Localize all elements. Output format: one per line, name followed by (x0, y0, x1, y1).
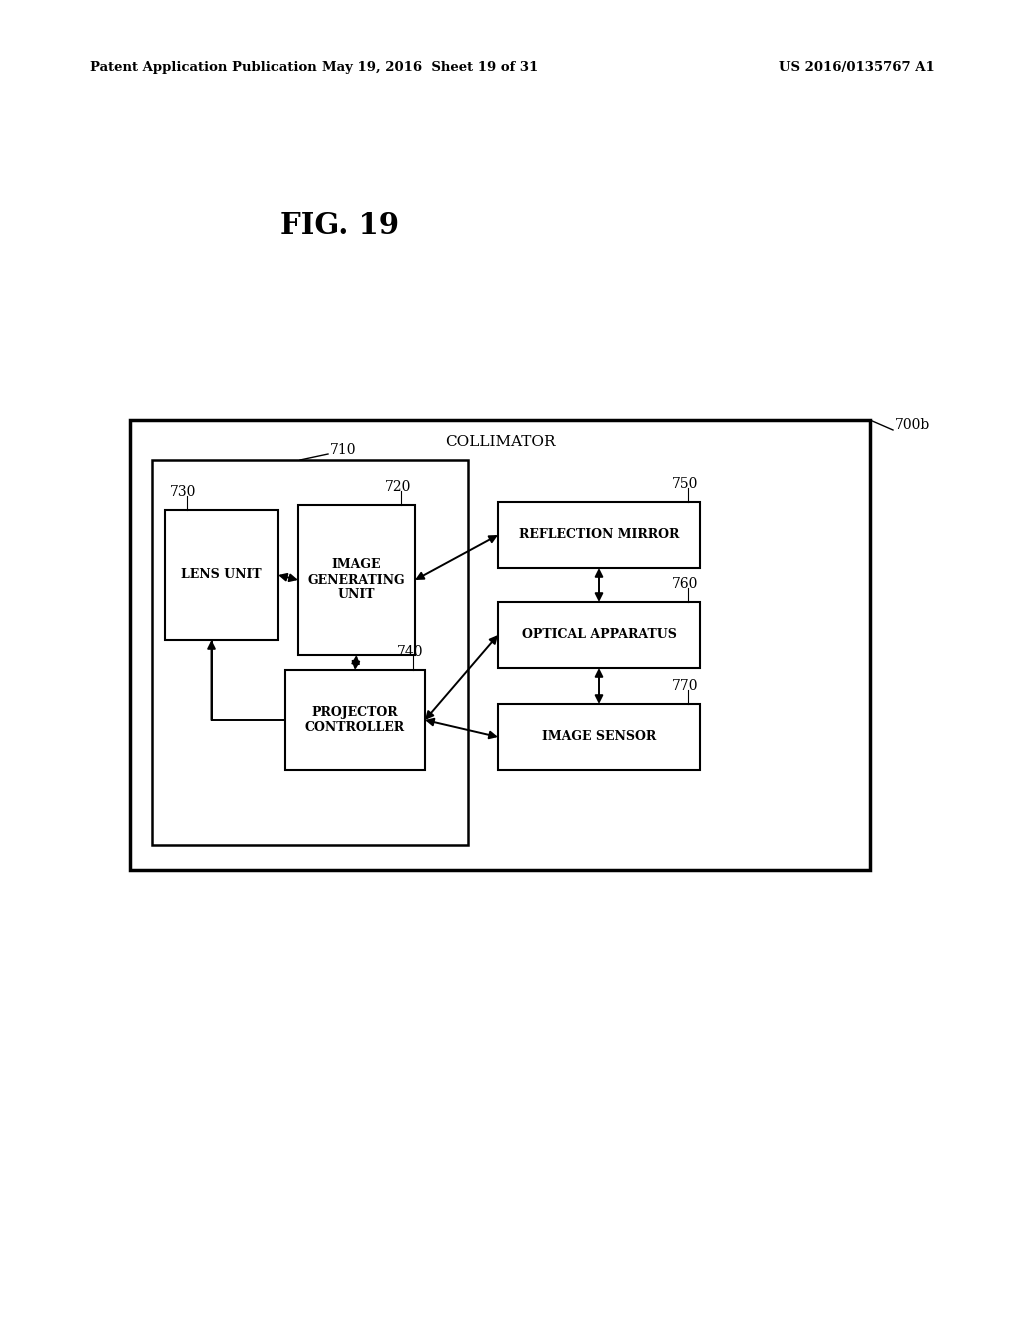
Text: 730: 730 (170, 484, 197, 499)
Text: 750: 750 (672, 477, 698, 491)
Bar (152, 459, 468, 845)
Bar (498, 502, 700, 568)
Text: 760: 760 (672, 577, 698, 591)
Bar (285, 671, 425, 770)
Text: COLLIMATOR: COLLIMATOR (444, 436, 555, 449)
Text: LENS UNIT: LENS UNIT (181, 569, 262, 582)
Bar (298, 506, 415, 655)
Bar (498, 704, 700, 770)
Text: May 19, 2016  Sheet 19 of 31: May 19, 2016 Sheet 19 of 31 (322, 61, 539, 74)
Text: PROJECTOR
CONTROLLER: PROJECTOR CONTROLLER (305, 706, 406, 734)
Text: Patent Application Publication: Patent Application Publication (90, 61, 316, 74)
Text: US 2016/0135767 A1: US 2016/0135767 A1 (779, 61, 935, 74)
Text: OPTICAL APPARATUS: OPTICAL APPARATUS (521, 628, 677, 642)
Bar (498, 602, 700, 668)
Text: 720: 720 (385, 480, 412, 494)
Text: REFLECTION MIRROR: REFLECTION MIRROR (519, 528, 679, 541)
Bar (130, 420, 870, 870)
Text: FIG. 19: FIG. 19 (281, 210, 399, 239)
Text: 700b: 700b (895, 418, 930, 432)
Text: 770: 770 (672, 678, 698, 693)
Text: IMAGE
GENERATING
UNIT: IMAGE GENERATING UNIT (307, 558, 406, 602)
Text: IMAGE SENSOR: IMAGE SENSOR (542, 730, 656, 743)
Text: 740: 740 (397, 645, 424, 659)
Bar (165, 510, 278, 640)
Text: 710: 710 (330, 444, 356, 457)
